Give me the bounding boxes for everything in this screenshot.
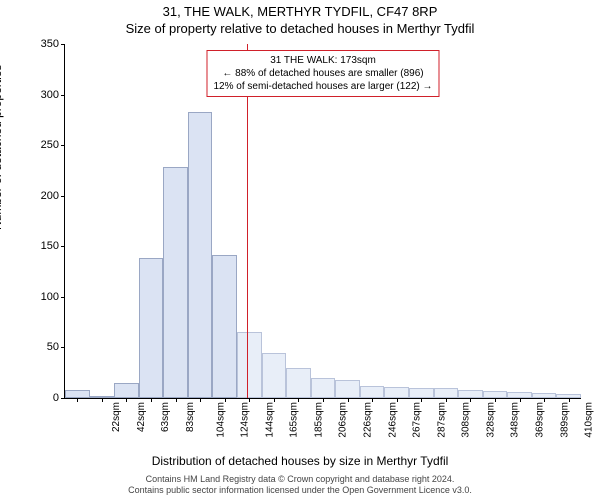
xtick-mark [249, 398, 250, 402]
xtick-label: 185sqm [313, 402, 324, 438]
xtick-mark [569, 398, 570, 402]
annotation-line3: 12% of semi-detached houses are larger (… [213, 80, 432, 93]
xtick-label: 83sqm [185, 402, 196, 432]
xtick-mark [274, 398, 275, 402]
xtick-label: 410sqm [584, 402, 595, 438]
xtick-mark [446, 398, 447, 402]
xtick-label: 124sqm [240, 402, 251, 438]
histogram-bar [188, 112, 213, 398]
ytick-mark [61, 297, 65, 298]
xtick-mark [102, 398, 103, 402]
histogram-bar [65, 390, 90, 398]
histogram-bar [114, 383, 139, 398]
reference-line [247, 44, 248, 398]
histogram-bar [286, 368, 311, 398]
histogram-bar [434, 388, 459, 398]
xtick-label: 226sqm [363, 402, 374, 438]
annotation-line1: 31 THE WALK: 173sqm [213, 54, 432, 67]
xtick-mark [200, 398, 201, 402]
xtick-label: 267sqm [412, 402, 423, 438]
xtick-mark [372, 398, 373, 402]
xtick-label: 104sqm [215, 402, 226, 438]
xtick-mark [298, 398, 299, 402]
xtick-label: 165sqm [289, 402, 300, 438]
title-main: 31, THE WALK, MERTHYR TYDFIL, CF47 8RP [0, 4, 600, 19]
xtick-label: 348sqm [510, 402, 521, 438]
xtick-mark [225, 398, 226, 402]
xtick-mark [151, 398, 152, 402]
histogram-bar [212, 255, 237, 398]
xtick-mark [323, 398, 324, 402]
xtick-label: 369sqm [535, 402, 546, 438]
chart-frame: 31, THE WALK, MERTHYR TYDFIL, CF47 8RP S… [0, 0, 600, 500]
xtick-label: 389sqm [559, 402, 570, 438]
copyright: Contains HM Land Registry data © Crown c… [0, 474, 600, 496]
ytick-mark [61, 145, 65, 146]
xtick-mark [126, 398, 127, 402]
xtick-mark [520, 398, 521, 402]
xtick-label: 308sqm [461, 402, 472, 438]
xtick-label: 22sqm [111, 402, 122, 432]
xtick-mark [421, 398, 422, 402]
histogram-bar [409, 388, 434, 398]
xtick-label: 328sqm [485, 402, 496, 438]
annotation-line2: ← 88% of detached houses are smaller (89… [213, 67, 432, 80]
xtick-mark [470, 398, 471, 402]
xtick-mark [176, 398, 177, 402]
copyright-line2: Contains public sector information licen… [0, 485, 600, 496]
ytick-mark [61, 246, 65, 247]
histogram-bar [262, 353, 287, 399]
histogram-bar [335, 380, 360, 398]
plot-area: 31 THE WALK: 173sqm ← 88% of detached ho… [64, 44, 581, 399]
histogram-bar [360, 386, 385, 398]
histogram-bar [163, 167, 188, 398]
xaxis-label: Distribution of detached houses by size … [0, 454, 600, 468]
histogram-bar [237, 332, 262, 398]
xtick-mark [77, 398, 78, 402]
histogram-bar [483, 391, 508, 398]
title-sub: Size of property relative to detached ho… [0, 21, 600, 36]
histogram-bar [139, 258, 164, 398]
ytick-mark [61, 347, 65, 348]
xtick-mark [397, 398, 398, 402]
xtick-label: 42sqm [136, 402, 147, 432]
yaxis-label: Number of detached properties [0, 65, 4, 230]
xtick-mark [348, 398, 349, 402]
xtick-label: 63sqm [160, 402, 171, 432]
xtick-label: 206sqm [338, 402, 349, 438]
ytick-mark [61, 44, 65, 45]
copyright-line1: Contains HM Land Registry data © Crown c… [0, 474, 600, 485]
ytick-mark [61, 398, 65, 399]
xtick-label: 287sqm [436, 402, 447, 438]
xtick-mark [544, 398, 545, 402]
annotation-box: 31 THE WALK: 173sqm ← 88% of detached ho… [206, 50, 439, 97]
xtick-label: 144sqm [264, 402, 275, 438]
ytick-mark [61, 95, 65, 96]
bars-layer [65, 44, 581, 398]
xtick-label: 246sqm [387, 402, 398, 438]
histogram-bar [458, 390, 483, 398]
xtick-mark [495, 398, 496, 402]
ytick-mark [61, 196, 65, 197]
histogram-bar [311, 378, 336, 398]
histogram-bar [384, 387, 409, 398]
